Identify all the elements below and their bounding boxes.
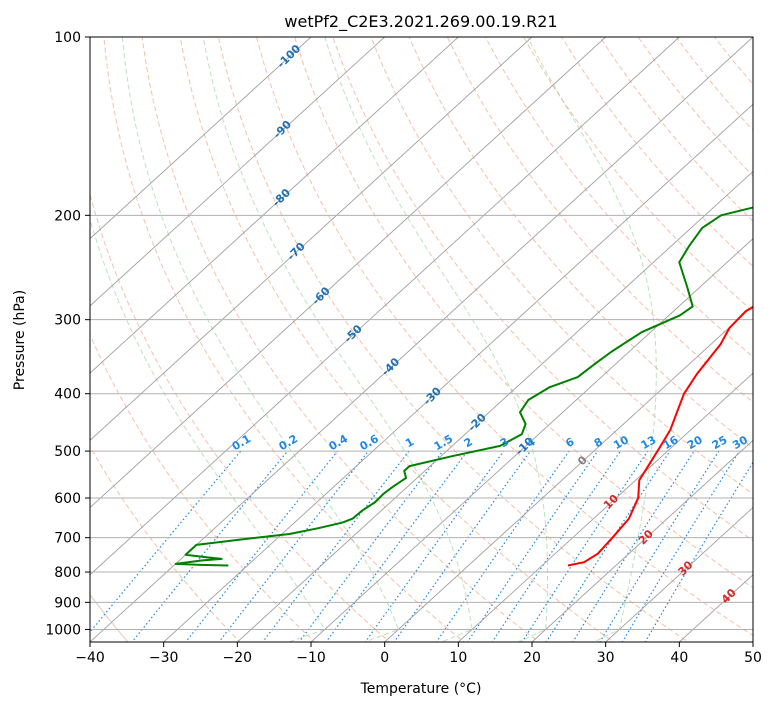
dry-adiabat	[217, 37, 690, 642]
isotherm-line	[162, 103, 753, 642]
dry-adiabat	[637, 37, 753, 177]
dry-adiabat	[752, 37, 753, 39]
isotherm-line	[90, 37, 753, 642]
mixing-ratio-label: 3	[498, 435, 511, 450]
dry-adiabat	[446, 37, 753, 403]
y-tick-label: 300	[54, 313, 81, 329]
dry-adiabat	[141, 37, 540, 642]
dry-adiabat	[90, 445, 241, 642]
y-tick-label: 400	[54, 387, 81, 403]
mixing-ratio-line	[131, 450, 289, 642]
x-tick-label: −10	[296, 650, 326, 666]
mixing-ratio-line	[466, 450, 599, 642]
mixing-ratio-line	[393, 450, 531, 642]
mixing-ratio-label: 0.1	[230, 432, 253, 453]
isotherm-line	[310, 238, 753, 642]
dry-adiabat	[90, 192, 391, 642]
dry-adiabat	[90, 333, 316, 642]
x-tick-label: 10	[449, 650, 467, 666]
mixing-ratio-line	[364, 450, 505, 642]
mixing-ratio-line	[435, 450, 570, 642]
dry-adiabat	[255, 37, 753, 637]
mixing-ratio-label: 10	[611, 433, 631, 452]
y-tick-label: 900	[54, 595, 81, 611]
moist-adiabat	[121, 37, 400, 642]
dry-adiabat	[294, 37, 753, 589]
y-tick-label: 500	[54, 444, 81, 460]
x-tick-label: 0	[380, 650, 389, 666]
mixing-ratio-line	[521, 450, 649, 642]
isotherm-line	[90, 37, 460, 374]
mixing-ratio-label: 20	[685, 433, 705, 452]
brown-curve	[90, 593, 129, 642]
mixing-ratio-label: 1.5	[432, 432, 455, 453]
y-tick-label: 600	[54, 491, 81, 507]
isotherm-line	[236, 170, 753, 642]
mixing-ratio-line	[262, 450, 410, 642]
x-tick-label: −20	[223, 650, 253, 666]
x-tick-label: 50	[744, 650, 762, 666]
isotherm-line	[457, 372, 753, 642]
mixing-ratio-label: 6	[563, 435, 576, 450]
y-tick-label: 200	[54, 208, 81, 224]
isotherm-line	[90, 37, 386, 307]
plot-area: -100-90-80-70-60-50-40-30-20-10010203040…	[90, 37, 771, 642]
y-axis: 100 200 300 400 500 600 700 800 900 1000	[45, 30, 90, 638]
y-tick-label: 800	[54, 565, 81, 581]
mixing-ratio-line	[572, 450, 695, 642]
dry-adiabat	[523, 37, 753, 313]
mixing-ratio-line	[545, 450, 671, 642]
mixing-ratio-line	[185, 450, 339, 642]
x-tick-label: 20	[523, 650, 541, 666]
moist-adiabat	[324, 37, 549, 642]
isotherm-line	[383, 305, 753, 642]
mixing-ratio-label: 13	[639, 433, 659, 452]
dry-adiabat	[484, 37, 753, 358]
temperature-trace	[567, 305, 753, 567]
y-axis-label: Pressure (hPa)	[12, 290, 28, 390]
y-tick-label: 700	[54, 531, 81, 547]
mixing-ratio-label: 2	[462, 435, 475, 450]
x-tick-label: −40	[75, 650, 105, 666]
mixing-ratio-label: 0.6	[357, 432, 381, 453]
dry-adiabat	[179, 37, 615, 642]
dewpoint-trace	[174, 206, 753, 567]
isotherm-line	[752, 641, 753, 642]
isotherm-line	[90, 37, 681, 576]
chart-title: wetPf2_C2E3.2021.269.00.19.R21	[284, 12, 557, 32]
dry-adiabat	[332, 37, 753, 542]
isotherm-line	[604, 506, 753, 642]
isotherm-line	[531, 439, 753, 642]
mixing-ratio-label: 25	[710, 433, 730, 452]
x-axis-label: Temperature (°C)	[360, 681, 482, 697]
isotherm-label: -100	[275, 42, 304, 71]
mixing-ratio-line	[491, 450, 621, 642]
dry-adiabat	[713, 37, 753, 85]
isotherm-line	[90, 37, 607, 509]
isotherm-line	[678, 574, 753, 642]
mixing-ratio-label: 30	[730, 433, 750, 452]
mixing-ratio-line	[90, 450, 242, 634]
x-tick-label: −30	[149, 650, 179, 666]
x-tick-label: 30	[597, 650, 615, 666]
mixing-ratio-label: 1	[403, 435, 416, 450]
x-axis: −40 −30 −20 −10 0 10 20 30 40 50	[75, 642, 762, 666]
x-tick-label: 40	[670, 650, 688, 666]
mixing-ratio-label: 36	[751, 433, 771, 452]
moist-adiabat	[527, 37, 657, 642]
isotherm-line	[90, 37, 312, 240]
y-tick-label: 100	[54, 30, 81, 46]
y-tick-label: 1000	[45, 622, 81, 638]
mixing-ratio-line	[599, 450, 720, 642]
mixing-ratio-line	[298, 450, 444, 642]
plot-frame	[89, 36, 754, 643]
mixing-ratio-line	[621, 450, 740, 642]
mixing-ratio-line	[644, 461, 753, 642]
mixing-ratio-label: 0.4	[327, 432, 351, 453]
moist-adiabat	[202, 37, 473, 642]
isotherm-line	[90, 37, 533, 441]
